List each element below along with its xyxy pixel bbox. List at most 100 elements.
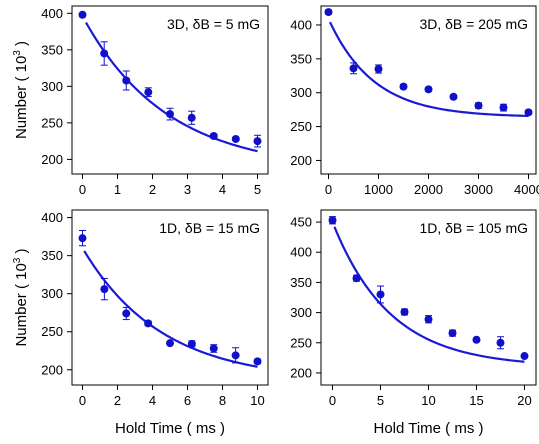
y-tick-label: 350	[41, 248, 63, 263]
x-axis-label: Hold Time ( ms )	[115, 420, 225, 437]
x-tick-label: 0	[79, 393, 86, 408]
data-point	[424, 85, 433, 94]
data-point	[474, 101, 483, 110]
data-point	[144, 88, 153, 97]
y-axis-label-exponent: 3	[12, 50, 23, 56]
plot-frame	[71, 209, 269, 386]
x-tick-label: 1	[114, 182, 121, 197]
x-tick-label: 0	[329, 393, 336, 408]
y-axis-label: Number ( 103 )	[12, 248, 30, 346]
data-point	[399, 82, 408, 91]
fit-curve	[329, 21, 529, 118]
data-point	[328, 216, 337, 225]
y-tick-label: 400	[290, 245, 312, 260]
data-point	[187, 113, 196, 122]
y-tick-label: 200	[290, 365, 312, 380]
y-tick-label: 300	[41, 79, 63, 94]
data-point	[253, 357, 262, 366]
y-axis-label-close: )	[13, 248, 30, 257]
x-tick-label: 15	[469, 393, 483, 408]
data-point	[100, 49, 109, 58]
data-point	[349, 64, 358, 73]
plot-frame	[71, 5, 269, 175]
data-point	[472, 335, 481, 344]
x-tick-label: 5	[254, 182, 261, 197]
y-tick-label: 400	[290, 17, 312, 32]
chart-panel-3: 0 2 4 6 8 10 200 250 300 350 400 1D, δB = 15 mG	[41, 209, 269, 408]
y-tick-label: 400	[41, 210, 63, 225]
chart-panel-4: 0 5 10 15 20 200 250 300 350 400 450 1D, δB = 105 m…	[290, 209, 537, 408]
y-tick-label: 300	[290, 305, 312, 320]
x-tick-label: 20	[517, 393, 531, 408]
y-tick-label: 250	[41, 115, 63, 130]
data-point	[376, 290, 385, 299]
y-tick-label: 250	[290, 119, 312, 134]
y-tick-label: 350	[41, 42, 63, 57]
data-point	[499, 103, 508, 112]
fit-curve	[85, 21, 258, 153]
data-point	[448, 329, 457, 338]
panel-annotation: 3D, δB = 205 mG	[419, 16, 528, 32]
x-tick-label: 4	[219, 182, 226, 197]
y-tick-label: 450	[290, 215, 312, 230]
y-tick-label: 250	[290, 335, 312, 350]
x-tick-label: 2000	[414, 182, 443, 197]
y-tick-label: 250	[41, 324, 63, 339]
y-tick-label: 300	[41, 286, 63, 301]
y-axis-label-close: )	[13, 41, 30, 50]
x-tick-label: 3000	[464, 182, 493, 197]
data-point	[187, 339, 196, 348]
y-tick-label: 200	[41, 152, 63, 167]
chart-panel-2: 0 1000 2000 3000 4000 200 250 300 350 400 3D, δB =…	[290, 5, 539, 197]
x-tick-label: 4	[149, 393, 156, 408]
y-tick-label: 200	[41, 362, 63, 377]
x-axis-label: Hold Time ( ms )	[373, 420, 483, 437]
x-tick-label: 1000	[364, 182, 393, 197]
x-tick-label: 3	[184, 182, 191, 197]
data-point	[496, 338, 505, 347]
x-tick-label: 5	[377, 393, 384, 408]
data-point	[78, 10, 87, 19]
y-axis-label-exponent: 3	[12, 257, 23, 263]
data-point	[122, 309, 131, 318]
x-tick-label: 0	[325, 182, 332, 197]
data-point	[352, 274, 361, 283]
x-tick-label: 4000	[514, 182, 539, 197]
y-tick-label: 400	[41, 6, 63, 21]
data-point	[400, 307, 409, 316]
data-point	[524, 108, 533, 117]
y-tick-label: 300	[290, 85, 312, 100]
panel-annotation: 3D, δB = 5 mG	[167, 16, 260, 32]
x-tick-label: 0	[79, 182, 86, 197]
data-point	[253, 137, 262, 146]
data-point	[324, 8, 333, 17]
chart-panel-1: 0 1 2 3 4 5 200 250 300 350 400 3D, δB = 5 mG	[41, 5, 269, 197]
data-point	[520, 352, 529, 361]
y-tick-label: 350	[290, 51, 312, 66]
y-axis-label-main: Number ( 10	[13, 56, 30, 139]
data-point	[209, 132, 218, 141]
data-point	[78, 234, 87, 243]
y-axis-label-main: Number ( 10	[13, 263, 30, 346]
data-point	[374, 65, 383, 73]
x-tick-label: 6	[184, 393, 191, 408]
data-point	[166, 110, 174, 119]
x-tick-label: 10	[421, 393, 435, 408]
fit-curve	[83, 250, 258, 368]
y-axis-label: Number ( 103 )	[12, 41, 30, 139]
data-point	[209, 344, 218, 353]
fit-curve	[333, 226, 525, 363]
y-tick-label: 200	[290, 153, 312, 168]
data-point	[100, 285, 109, 294]
panel-annotation: 1D, δB = 105 mG	[419, 220, 528, 236]
data-point	[231, 134, 240, 143]
x-tick-label: 2	[149, 182, 156, 197]
data-point	[122, 76, 131, 85]
x-tick-label: 8	[219, 393, 226, 408]
data-point	[231, 351, 240, 360]
panel-annotation: 1D, δB = 15 mG	[159, 220, 260, 236]
data-point	[166, 339, 174, 348]
data-point	[449, 92, 458, 101]
data-point	[144, 319, 153, 328]
